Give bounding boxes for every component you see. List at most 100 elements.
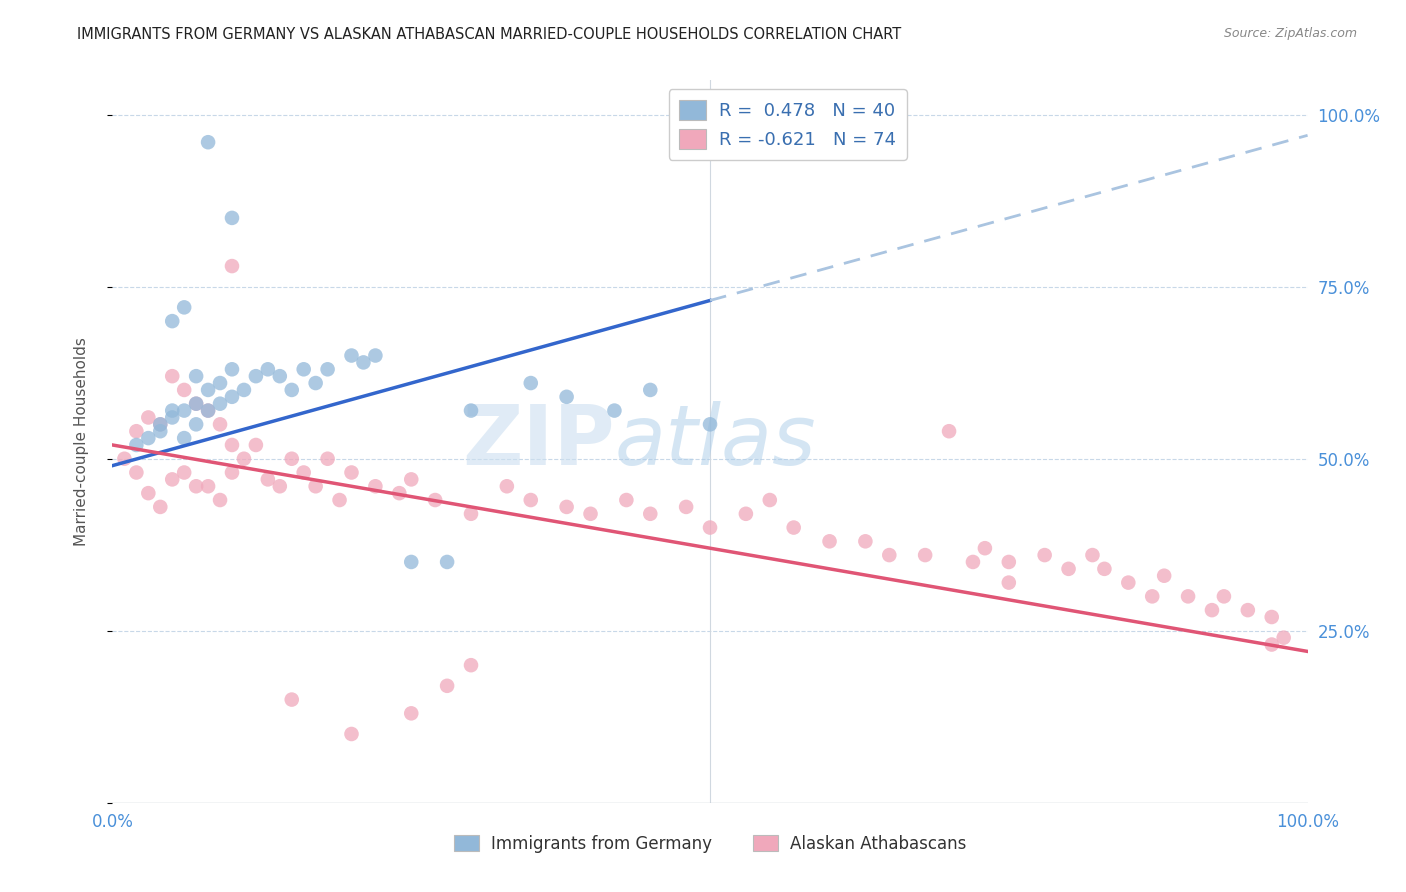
Legend: Immigrants from Germany, Alaskan Athabascans: Immigrants from Germany, Alaskan Athabas… — [447, 828, 973, 860]
Point — [209, 493, 232, 508]
Point — [125, 438, 148, 452]
Point — [1081, 548, 1104, 562]
Point — [281, 692, 304, 706]
Point — [186, 417, 208, 432]
Y-axis label: Married-couple Households: Married-couple Households — [75, 337, 89, 546]
Point — [496, 479, 519, 493]
Point — [173, 403, 195, 417]
Point — [436, 679, 458, 693]
Point — [782, 520, 804, 534]
Point — [460, 507, 482, 521]
Point — [364, 349, 387, 363]
Point — [125, 424, 148, 438]
Point — [292, 466, 315, 480]
Point — [1118, 575, 1140, 590]
Point — [520, 376, 543, 390]
Point — [640, 383, 662, 397]
Point — [1094, 562, 1116, 576]
Point — [233, 451, 256, 466]
Point — [197, 135, 219, 149]
Point — [186, 397, 208, 411]
Point — [281, 451, 304, 466]
Point — [257, 472, 280, 486]
Point — [401, 706, 423, 721]
Point — [173, 466, 195, 480]
Point — [245, 438, 267, 452]
Point — [520, 493, 543, 508]
Point — [1261, 610, 1284, 624]
Point — [186, 479, 208, 493]
Point — [340, 727, 363, 741]
Point — [149, 500, 172, 514]
Point — [269, 369, 291, 384]
Point — [197, 403, 219, 417]
Point — [162, 314, 183, 328]
Point — [340, 466, 363, 480]
Point — [162, 403, 183, 417]
Point — [186, 397, 208, 411]
Point — [305, 479, 328, 493]
Point — [233, 383, 256, 397]
Point — [364, 479, 387, 493]
Point — [352, 355, 374, 369]
Point — [269, 479, 291, 493]
Point — [162, 472, 183, 486]
Text: atlas: atlas — [614, 401, 815, 482]
Point — [149, 424, 172, 438]
Point — [197, 383, 219, 397]
Point — [1177, 590, 1199, 604]
Point — [138, 431, 160, 445]
Point — [149, 417, 172, 432]
Point — [257, 362, 280, 376]
Point — [173, 431, 195, 445]
Point — [818, 534, 841, 549]
Point — [640, 507, 662, 521]
Point — [759, 493, 782, 508]
Point — [221, 390, 243, 404]
Point — [316, 362, 339, 376]
Point — [316, 451, 339, 466]
Point — [914, 548, 936, 562]
Point — [209, 397, 232, 411]
Point — [998, 575, 1021, 590]
Point — [221, 259, 243, 273]
Point — [1153, 568, 1175, 582]
Point — [1237, 603, 1260, 617]
Point — [340, 349, 363, 363]
Point — [1201, 603, 1223, 617]
Point — [186, 369, 208, 384]
Point — [209, 417, 232, 432]
Point — [1261, 638, 1284, 652]
Point — [245, 369, 267, 384]
Point — [221, 362, 243, 376]
Point — [879, 548, 901, 562]
Point — [974, 541, 997, 556]
Point — [162, 410, 183, 425]
Point — [292, 362, 315, 376]
Point — [221, 466, 243, 480]
Text: Source: ZipAtlas.com: Source: ZipAtlas.com — [1223, 27, 1357, 40]
Point — [149, 417, 172, 432]
Point — [197, 479, 219, 493]
Point — [114, 451, 135, 466]
Text: ZIP: ZIP — [463, 401, 614, 482]
Point — [962, 555, 984, 569]
Point — [998, 555, 1021, 569]
Point — [173, 301, 195, 315]
Point — [401, 555, 423, 569]
Point — [125, 466, 148, 480]
Point — [699, 417, 721, 432]
Point — [616, 493, 638, 508]
Point — [162, 369, 183, 384]
Point — [1213, 590, 1236, 604]
Point — [329, 493, 352, 508]
Point — [1057, 562, 1080, 576]
Point — [436, 555, 458, 569]
Point — [425, 493, 447, 508]
Text: IMMIGRANTS FROM GERMANY VS ALASKAN ATHABASCAN MARRIED-COUPLE HOUSEHOLDS CORRELAT: IMMIGRANTS FROM GERMANY VS ALASKAN ATHAB… — [77, 27, 901, 42]
Point — [579, 507, 602, 521]
Point — [460, 658, 482, 673]
Point — [1142, 590, 1164, 604]
Point — [221, 438, 243, 452]
Point — [401, 472, 423, 486]
